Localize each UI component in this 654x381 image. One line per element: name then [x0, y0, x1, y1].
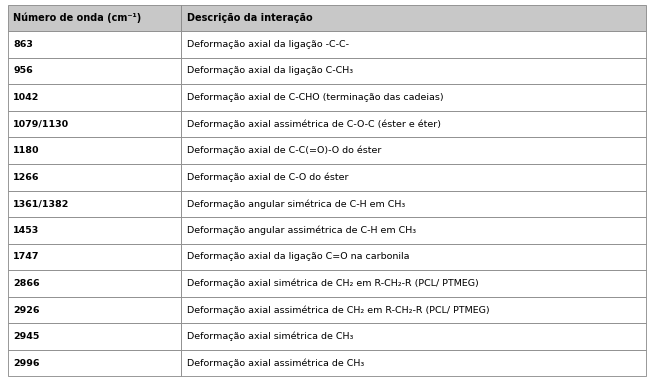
Text: Deformação axial assimétrica de CH₂ em R-CH₂-R (PCL/ PTMEG): Deformação axial assimétrica de CH₂ em R…	[186, 305, 489, 315]
Text: 863: 863	[13, 40, 33, 49]
Bar	[8, 58, 181, 84]
Bar	[8, 217, 181, 243]
Text: Deformação axial simétrica de CH₃: Deformação axial simétrica de CH₃	[186, 332, 353, 341]
Bar	[8, 164, 181, 190]
Bar	[8, 297, 181, 323]
Bar	[8, 243, 181, 270]
Bar	[181, 58, 646, 84]
Text: 1042: 1042	[13, 93, 39, 102]
Text: 2926: 2926	[13, 306, 40, 315]
Bar	[181, 350, 646, 376]
Text: Deformação axial da ligação C=O na carbonila: Deformação axial da ligação C=O na carbo…	[186, 252, 409, 261]
Bar	[181, 270, 646, 297]
Bar	[181, 31, 646, 58]
Text: Deformação axial assimétrica de CH₃: Deformação axial assimétrica de CH₃	[186, 359, 364, 368]
Text: Deformação axial da ligação C-CH₃: Deformação axial da ligação C-CH₃	[186, 66, 353, 75]
Text: 1079/1130: 1079/1130	[13, 120, 69, 129]
Bar	[181, 190, 646, 217]
Bar	[8, 5, 181, 31]
Bar	[181, 138, 646, 164]
Bar	[8, 190, 181, 217]
Bar	[181, 297, 646, 323]
Text: 1361/1382: 1361/1382	[13, 199, 69, 208]
Bar	[8, 31, 181, 58]
Bar	[181, 164, 646, 190]
Text: Deformação axial assimétrica de C-O-C (éster e éter): Deformação axial assimétrica de C-O-C (é…	[186, 119, 441, 129]
Text: 1266: 1266	[13, 173, 40, 182]
Text: Deformação axial simétrica de CH₂ em R-CH₂-R (PCL/ PTMEG): Deformação axial simétrica de CH₂ em R-C…	[186, 279, 479, 288]
Text: Deformação angular simétrica de C-H em CH₃: Deformação angular simétrica de C-H em C…	[186, 199, 405, 208]
Text: 1180: 1180	[13, 146, 40, 155]
Text: Número de onda (cm⁻¹): Número de onda (cm⁻¹)	[13, 13, 141, 23]
Bar	[8, 84, 181, 111]
Text: Deformação axial de C-CHO (terminação das cadeias): Deformação axial de C-CHO (terminação da…	[186, 93, 443, 102]
Text: 1453: 1453	[13, 226, 39, 235]
Text: 2996: 2996	[13, 359, 40, 368]
Text: Deformação angular assimétrica de C-H em CH₃: Deformação angular assimétrica de C-H em…	[186, 226, 416, 235]
Bar	[8, 350, 181, 376]
Bar	[8, 270, 181, 297]
Bar	[181, 5, 646, 31]
Text: Deformação axial de C-O do éster: Deformação axial de C-O do éster	[186, 173, 348, 182]
Bar	[181, 111, 646, 138]
Bar	[181, 84, 646, 111]
Text: 2945: 2945	[13, 332, 39, 341]
Bar	[181, 243, 646, 270]
Bar	[8, 111, 181, 138]
Text: 1747: 1747	[13, 252, 40, 261]
Text: 2866: 2866	[13, 279, 40, 288]
Bar	[8, 138, 181, 164]
Text: Descrição da interação: Descrição da interação	[186, 13, 313, 23]
Bar	[181, 323, 646, 350]
Bar	[8, 323, 181, 350]
Bar	[181, 217, 646, 243]
Text: Deformação axial de C-C(=O)-O do éster: Deformação axial de C-C(=O)-O do éster	[186, 146, 381, 155]
Text: 956: 956	[13, 66, 33, 75]
Text: Deformação axial da ligação -C-C-: Deformação axial da ligação -C-C-	[186, 40, 349, 49]
